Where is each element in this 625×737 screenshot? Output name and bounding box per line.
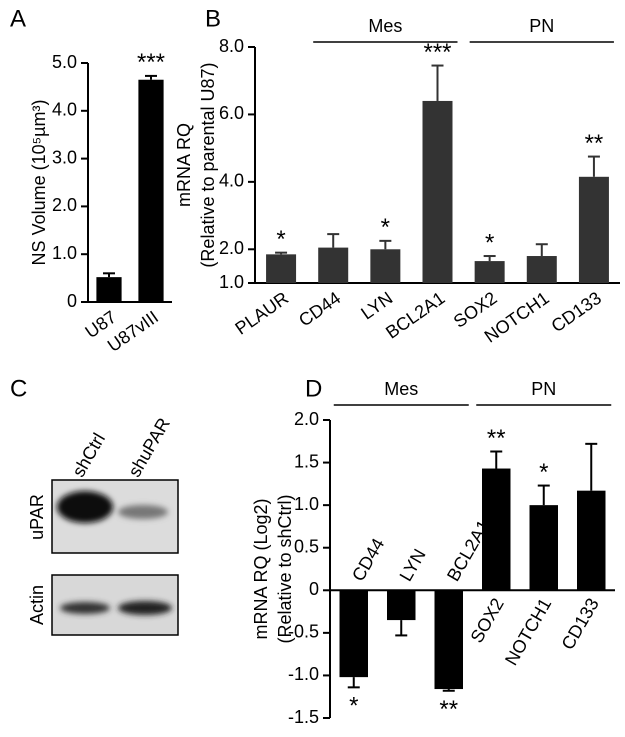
y-axis-label: (Relative to shCtrl) — [275, 494, 295, 643]
blot-image — [51, 479, 179, 636]
bar — [578, 176, 609, 283]
x-tick-label: SOX2 — [466, 595, 507, 647]
x-tick-label: CD44 — [348, 535, 388, 585]
y-tick-label: 2.0 — [219, 238, 244, 258]
x-tick-label: BCL2A1 — [382, 288, 448, 343]
row-label: Actin — [27, 585, 47, 625]
group-label: PN — [531, 379, 556, 399]
bar — [138, 79, 164, 302]
lane-label: shuPAR — [124, 414, 174, 480]
x-tick-label: CD44 — [295, 288, 344, 331]
lane-label: shCtrl — [68, 430, 109, 481]
y-tick-label: 8.0 — [219, 36, 244, 56]
bar — [370, 249, 401, 283]
x-tick-label: NOTCH1 — [501, 595, 555, 669]
x-tick-label: PLAUR — [231, 288, 292, 339]
y-axis-label: mRNA RQ (Log2) — [251, 498, 271, 639]
bar — [339, 590, 368, 678]
significance: * — [485, 229, 494, 256]
y-tick-label: -0.5 — [288, 622, 319, 642]
y-axis-label: NS Volume (10⁵µm³) — [29, 100, 49, 266]
y-tick-label: 1.0 — [294, 494, 319, 514]
y-tick-label: 0 — [67, 291, 77, 311]
significance: *** — [137, 49, 165, 76]
bar — [387, 590, 416, 621]
significance: * — [381, 214, 390, 241]
y-tick-label: 1.0 — [52, 243, 77, 263]
panel-letter: B — [205, 5, 221, 32]
significance: * — [539, 459, 548, 486]
bar — [434, 590, 463, 690]
bar — [318, 247, 349, 283]
significance: *** — [423, 39, 451, 66]
group-label: Mes — [384, 379, 418, 399]
y-tick-label: -1.0 — [288, 664, 319, 684]
bar — [422, 100, 453, 283]
panel-letter: D — [305, 375, 322, 402]
y-tick-label: 1.0 — [219, 272, 244, 292]
group-label: PN — [529, 16, 554, 36]
bar — [474, 261, 505, 283]
panel-letter: C — [10, 375, 27, 402]
y-tick-label: 0 — [309, 579, 319, 599]
x-tick-label: LYN — [396, 545, 430, 584]
group-label: Mes — [368, 16, 402, 36]
y-axis-label: (Relative to parental U87) — [198, 62, 218, 267]
x-tick-label: LYN — [357, 288, 396, 324]
significance: ** — [439, 696, 458, 723]
y-tick-label: 0.5 — [294, 536, 319, 556]
bar — [529, 505, 558, 591]
y-tick-label: -1.5 — [288, 707, 319, 727]
y-axis-label: mRNA RQ — [174, 123, 194, 207]
y-tick-label: 2.0 — [52, 195, 77, 215]
bar — [526, 256, 557, 283]
y-tick-label: 1.5 — [294, 451, 319, 471]
significance: * — [276, 226, 285, 253]
y-tick-label: 4.0 — [52, 100, 77, 120]
significance: * — [349, 693, 358, 720]
bar — [482, 468, 511, 591]
row-label: uPAR — [27, 494, 47, 540]
significance: ** — [487, 425, 506, 452]
bar — [96, 277, 122, 302]
x-tick-label: CD133 — [548, 288, 605, 337]
significance: ** — [585, 130, 604, 157]
panel-letter: A — [10, 5, 26, 32]
x-tick-label: CD133 — [557, 595, 602, 654]
bar — [266, 254, 297, 283]
y-tick-label: 6.0 — [219, 103, 244, 123]
y-tick-label: 2.0 — [294, 409, 319, 429]
y-tick-label: 3.0 — [52, 147, 77, 167]
bar — [577, 490, 606, 591]
y-tick-label: 4.0 — [219, 171, 244, 191]
y-tick-label: 5.0 — [52, 52, 77, 72]
